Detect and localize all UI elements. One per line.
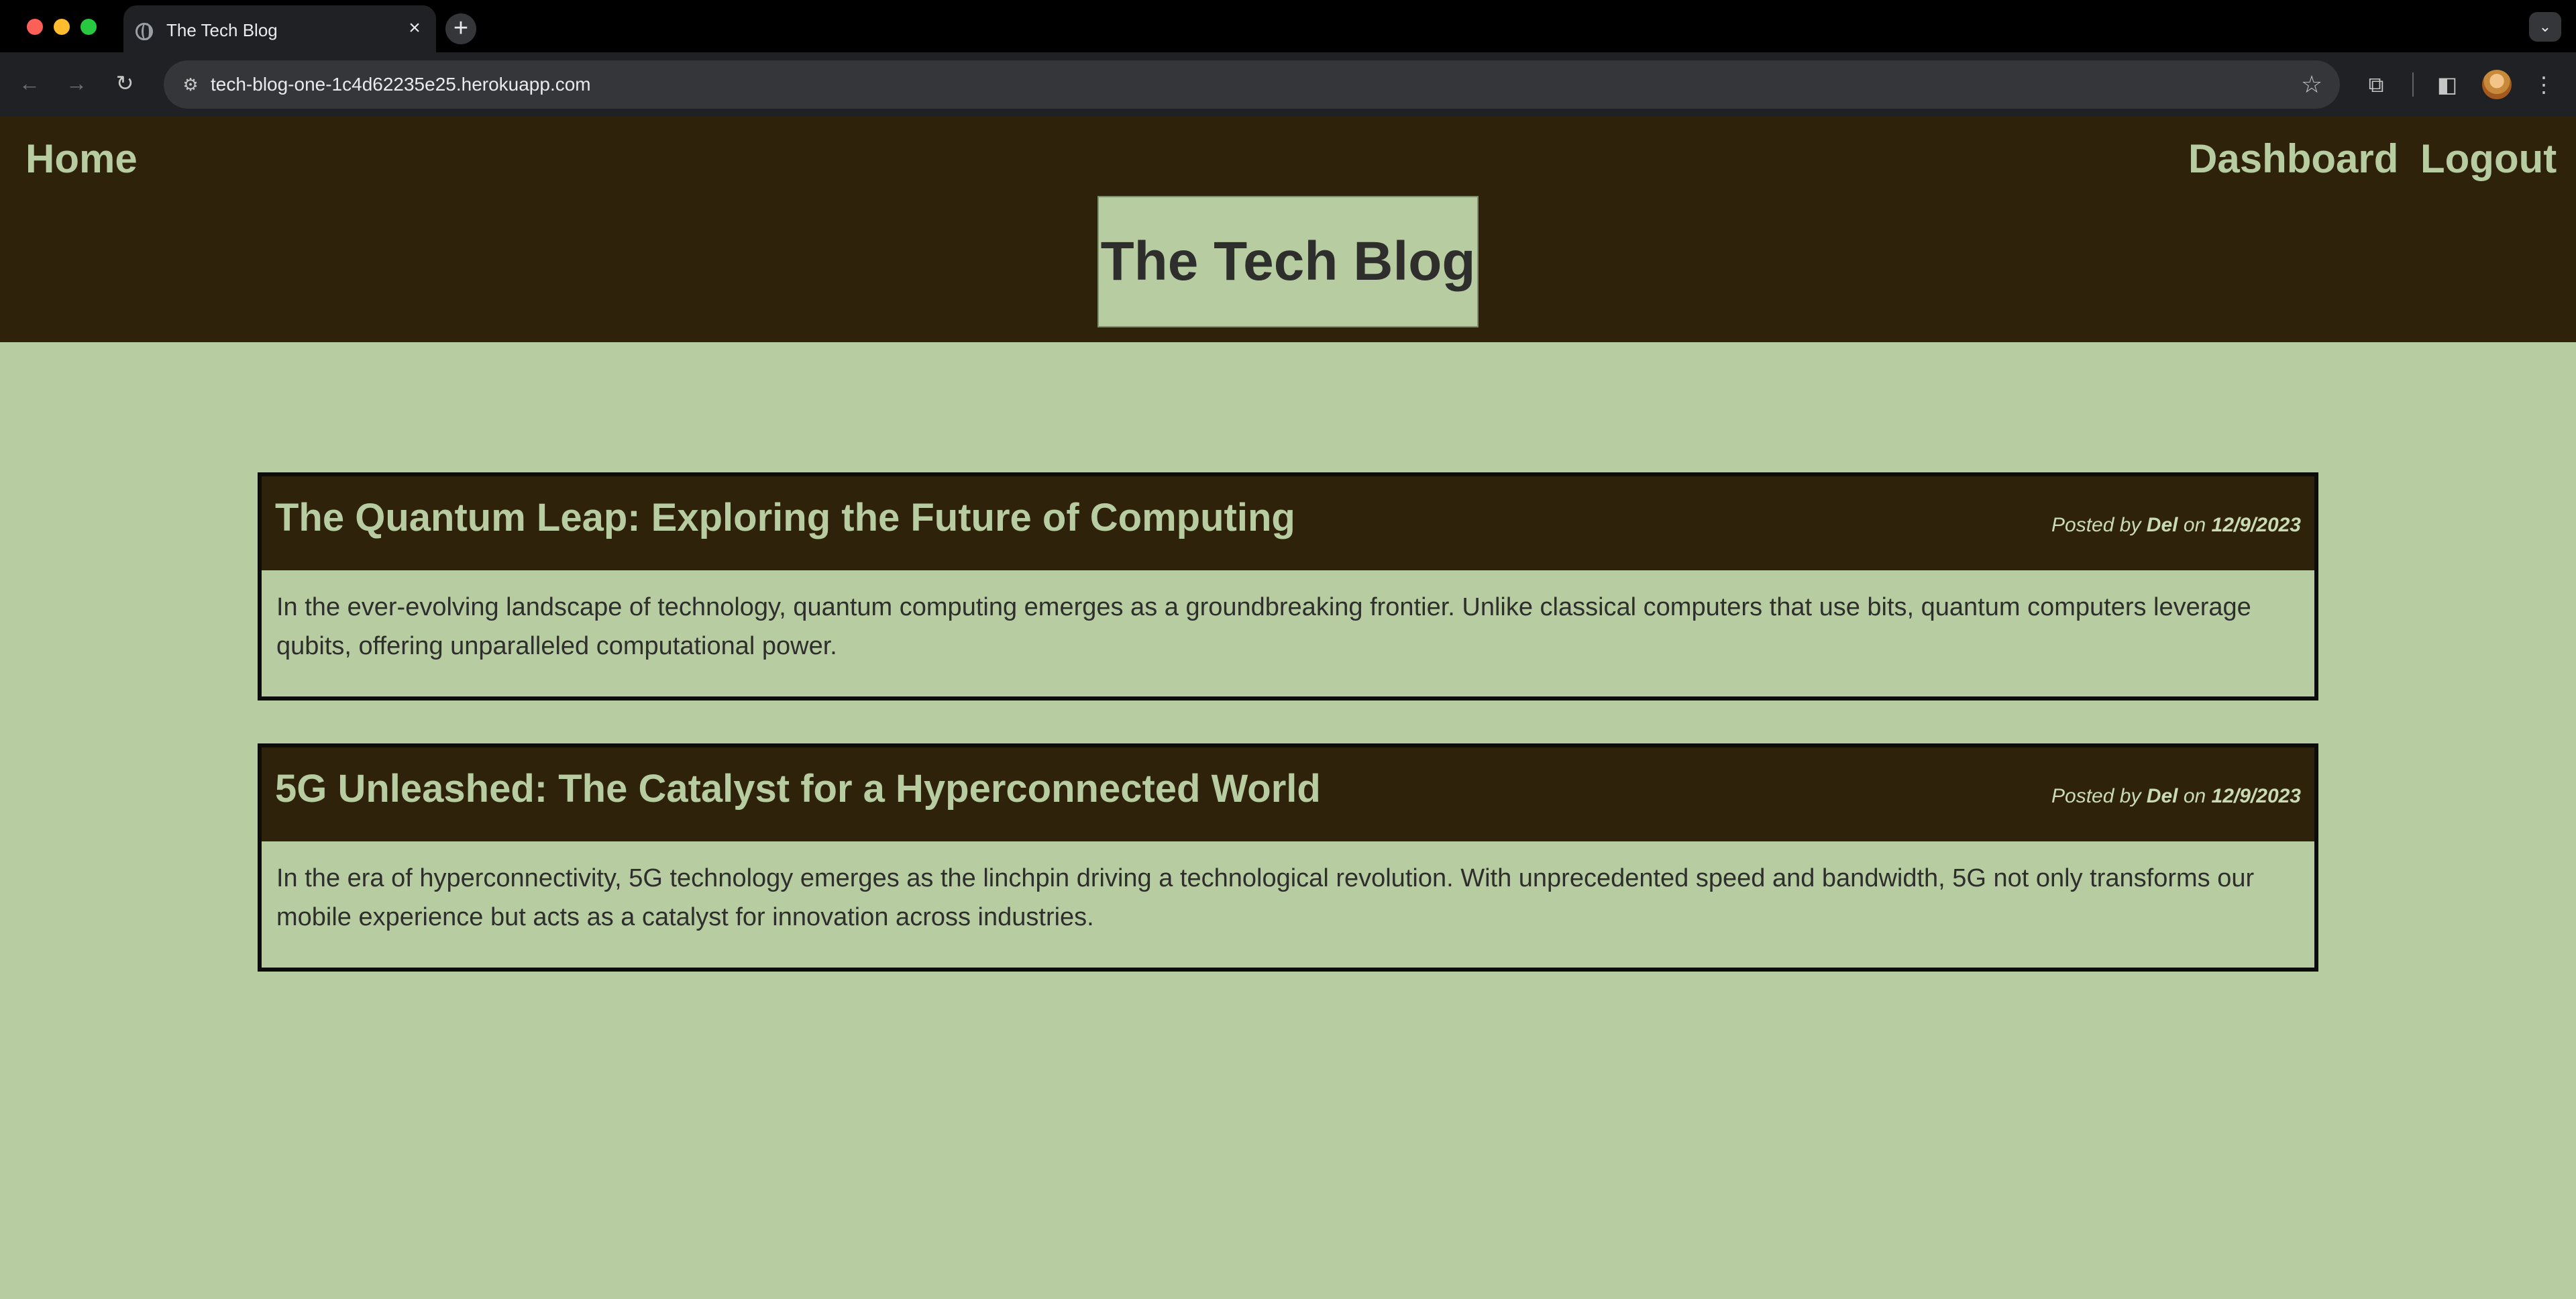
site-title: The Tech Blog xyxy=(1100,231,1476,292)
nav-dashboard-link[interactable]: Dashboard xyxy=(2188,136,2399,181)
post-title[interactable]: The Quantum Leap: Exploring the Future o… xyxy=(275,496,1295,539)
browser-chrome: The Tech Blog × + ⌄ ← → ↻ ⚙ tech-blog-on… xyxy=(0,0,2576,117)
site-header: Home Dashboard Logout The Tech Blog xyxy=(0,117,2576,342)
url-text[interactable]: tech-blog-one-1c4d62235e25.herokuapp.com xyxy=(211,74,591,95)
post-author: Del xyxy=(2146,785,2178,807)
post-meta: Posted by Del on 12/9/2023 xyxy=(2051,514,2301,537)
star-icon[interactable]: ☆ xyxy=(2300,70,2323,98)
tab-close-icon[interactable]: × xyxy=(409,17,421,39)
post-body: In the era of hyperconnectivity, 5G tech… xyxy=(276,864,2255,931)
post-title[interactable]: 5G Unleashed: The Catalyst for a Hyperco… xyxy=(275,767,1321,811)
post-date: 12/9/2023 xyxy=(2211,785,2301,807)
reload-icon[interactable]: ↻ xyxy=(115,71,134,95)
side-panel-icon[interactable]: ◧ xyxy=(2436,72,2458,97)
menu-icon[interactable]: ⋮ xyxy=(2533,72,2555,97)
close-window-button[interactable] xyxy=(27,19,43,35)
site-title-box: The Tech Blog xyxy=(1097,196,1479,327)
new-tab-button[interactable]: + xyxy=(445,13,476,44)
tab-title: The Tech Blog xyxy=(166,20,278,40)
post-meta-on: on xyxy=(2178,785,2212,807)
post-author: Del xyxy=(2146,514,2178,536)
post-meta-prefix: Posted by xyxy=(2051,785,2147,807)
avatar[interactable] xyxy=(2482,70,2512,99)
post-header: The Quantum Leap: Exploring the Future o… xyxy=(262,476,2314,570)
minimize-window-button[interactable] xyxy=(54,19,70,35)
maximize-window-button[interactable] xyxy=(80,19,97,35)
globe-icon xyxy=(136,23,153,40)
toolbar-divider xyxy=(2412,72,2414,97)
site-info-icon[interactable]: ⚙ xyxy=(182,74,199,95)
back-icon[interactable]: ← xyxy=(19,71,40,95)
page: Home Dashboard Logout The Tech Blog The … xyxy=(0,117,2576,1299)
address-bar[interactable]: ⚙ tech-blog-one-1c4d62235e25.herokuapp.c… xyxy=(164,60,2340,109)
post-meta: Posted by Del on 12/9/2023 xyxy=(2051,785,2301,808)
forward-icon[interactable]: → xyxy=(66,71,87,95)
post-card[interactable]: 5G Unleashed: The Catalyst for a Hyperco… xyxy=(258,743,2318,972)
tab-search-button[interactable]: ⌄ xyxy=(2529,12,2561,42)
post-meta-on: on xyxy=(2178,514,2212,536)
post-date: 12/9/2023 xyxy=(2211,514,2301,536)
browser-tab[interactable]: The Tech Blog × xyxy=(123,5,436,52)
post-meta-prefix: Posted by xyxy=(2051,514,2147,536)
post-body: In the ever-evolving landscape of techno… xyxy=(276,593,2251,660)
tab-strip: The Tech Blog × + ⌄ xyxy=(0,0,2576,52)
extensions-icon[interactable]: ⧉ xyxy=(2368,72,2384,97)
post-card[interactable]: The Quantum Leap: Exploring the Future o… xyxy=(258,472,2318,700)
nav-home-link[interactable]: Home xyxy=(25,136,138,181)
nav-logout-link[interactable]: Logout xyxy=(2420,136,2557,181)
post-header: 5G Unleashed: The Catalyst for a Hyperco… xyxy=(262,747,2314,841)
